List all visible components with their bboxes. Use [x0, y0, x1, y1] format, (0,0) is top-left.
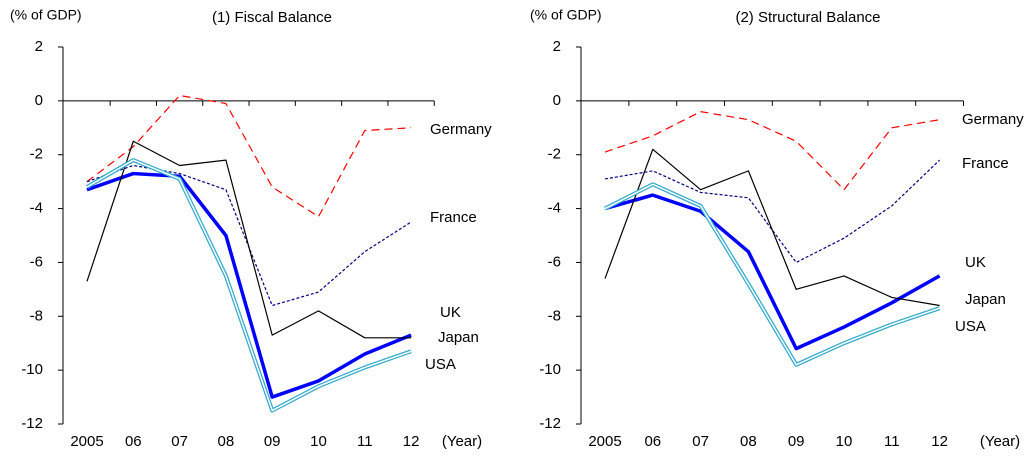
x-tick-label: 09 — [788, 433, 805, 450]
series-line — [604, 182, 941, 367]
y-tick-label: -8 — [548, 307, 561, 324]
x-tick-label: 08 — [218, 433, 235, 450]
series-label: USA — [425, 356, 456, 373]
series-line — [86, 140, 412, 339]
y-tick-label: -12 — [21, 415, 43, 432]
series-line — [604, 148, 940, 307]
y-tick-label: -4 — [548, 200, 561, 217]
series-label: Japan — [438, 329, 479, 346]
series-label: Germany — [962, 111, 1024, 128]
series-line — [86, 94, 412, 218]
chart-title: (2) Structural Balance — [735, 9, 880, 26]
x-tick-label: 06 — [644, 433, 661, 450]
series-line — [86, 164, 412, 307]
y-tick-label: 0 — [35, 92, 43, 109]
x-tick-label: 2005 — [70, 433, 103, 450]
x-tick-label: 10 — [310, 433, 327, 450]
series-line — [85, 158, 412, 413]
series-line — [86, 171, 412, 399]
x-axis-label: (Year) — [442, 433, 482, 450]
y-tick-label: -12 — [539, 415, 561, 432]
series-label: Japan — [965, 291, 1006, 308]
y-tick-label: -10 — [21, 361, 43, 378]
x-tick-label: 10 — [836, 433, 853, 450]
y-tick-label: 2 — [553, 38, 561, 55]
x-tick-label: 08 — [740, 433, 757, 450]
y-tick-label: -10 — [539, 361, 561, 378]
y-axis-label: (% of GDP) — [530, 7, 602, 23]
y-tick-label: -2 — [548, 146, 561, 163]
series-line-inner — [604, 183, 940, 366]
series-line — [604, 193, 941, 351]
x-tick-label: 2005 — [588, 433, 621, 450]
x-tick-label: 07 — [171, 433, 188, 450]
x-tick-label: 11 — [357, 433, 373, 450]
series-label: UK — [965, 254, 986, 271]
y-tick-label: -6 — [30, 253, 43, 270]
series-label: USA — [955, 318, 986, 335]
y-axis-label: (% of GDP) — [10, 7, 82, 23]
series-label: France — [430, 209, 477, 226]
chart-title: (1) Fiscal Balance — [212, 9, 332, 26]
x-tick-label: 06 — [125, 433, 142, 450]
series-label: France — [962, 155, 1009, 172]
x-tick-label: 09 — [264, 433, 281, 450]
series-line-inner — [86, 159, 412, 412]
x-axis-label: (Year) — [980, 433, 1020, 450]
series-line — [604, 159, 941, 264]
series-line — [604, 111, 940, 191]
y-tick-label: -6 — [548, 253, 561, 270]
x-tick-label: 11 — [884, 433, 900, 450]
x-tick-label: 12 — [403, 433, 420, 450]
y-tick-label: -8 — [30, 307, 43, 324]
y-tick-label: -4 — [30, 200, 43, 217]
series-label: Germany — [430, 121, 492, 138]
x-tick-label: 07 — [692, 433, 709, 450]
series-label: UK — [440, 304, 461, 321]
x-tick-label: 12 — [931, 433, 948, 450]
y-tick-label: 2 — [35, 38, 43, 55]
y-tick-label: -2 — [30, 146, 43, 163]
y-tick-label: 0 — [553, 92, 561, 109]
